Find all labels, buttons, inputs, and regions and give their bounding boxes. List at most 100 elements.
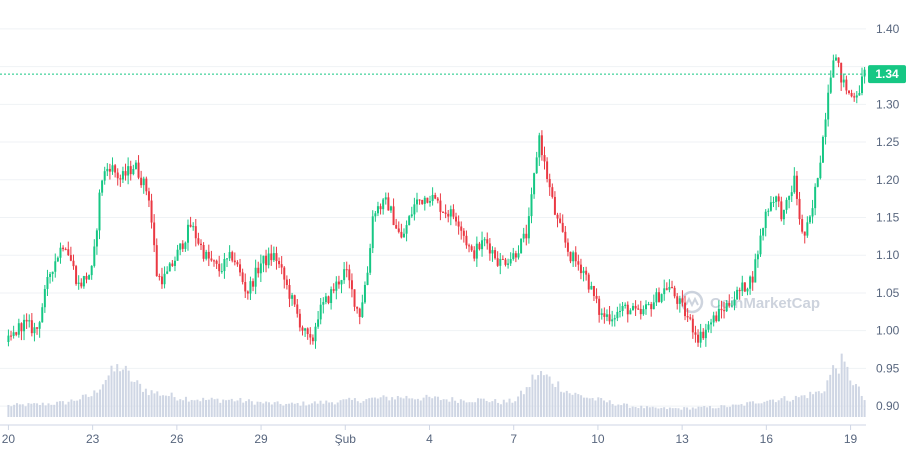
candle-body [587,274,590,290]
candle-body [17,323,20,335]
volume-bar [534,379,537,417]
volume-bar [771,399,774,417]
volume-bar [127,370,130,417]
candle-body [751,276,754,283]
volume-bar [497,402,500,417]
volume-bar [657,408,660,417]
candle-body [397,228,400,232]
watermark: CoinMarketCap [680,290,820,314]
candle-body [611,319,614,322]
volume-bar [688,409,691,417]
candle-body [769,202,772,211]
candle-body [624,304,627,306]
volume-bar [293,403,296,417]
volume-bar [279,403,282,417]
volume-bar [528,387,531,417]
volume-bar [823,391,826,417]
candle-body [652,302,655,310]
candle-body [608,314,611,322]
volume-bar [611,404,614,417]
volume-bar [376,398,379,417]
candle-body [77,282,80,284]
candle-body [301,327,304,331]
volume-bar [840,353,843,417]
candle-body [642,309,645,315]
candle-body [860,76,863,94]
candle-body [801,219,804,232]
volume-bar [499,404,502,417]
volume-bar [414,399,417,417]
candle-body [127,166,130,176]
candle-body [387,197,390,211]
candle-body [808,216,811,223]
volume-bar [56,401,59,417]
candle-body [421,199,424,204]
candle-body [855,95,858,98]
candle-body [205,251,208,259]
candle-body [41,307,44,323]
volume-bar [290,402,293,417]
candle-body [853,96,856,98]
candle-body [7,335,10,342]
candle-body [566,242,569,252]
candle-body [38,322,41,329]
price-candles [7,54,866,349]
candle-body [806,222,809,236]
candle-body [192,226,195,228]
candle-body [132,169,135,175]
volume-bar [726,407,729,417]
x-tick-label: 13 [675,432,689,446]
candle-body [90,265,93,276]
volume-bar [434,396,437,417]
candle-body [426,197,429,203]
candle-body [371,216,374,249]
candle-body [618,311,621,313]
x-tick-label: 29 [254,432,268,446]
volume-bar [322,403,325,417]
candle-body [504,259,507,265]
volume-bar [93,390,96,417]
candle-body [468,245,471,247]
candle-body [449,209,452,217]
candle-body [166,271,169,274]
candle-body [304,328,307,331]
candle-body [634,305,637,309]
volume-bar [711,408,714,417]
candle-body [655,292,658,303]
volume-bar [451,397,454,417]
y-tick-label: 1.30 [876,97,900,111]
candle-body [842,79,845,83]
volume-bar [239,397,242,417]
volume-bar [814,391,817,417]
volume-bar [142,391,145,417]
candle-body [202,245,205,259]
volume-bar [411,398,414,417]
candle-body [442,211,445,213]
candle-body [28,320,31,322]
candle-body [423,197,426,204]
volume-bar [645,406,648,417]
candle-body [793,175,796,193]
x-tick-label: 20 [2,432,16,446]
candle-body [535,157,538,174]
volume-bar [310,403,313,417]
volume-bar [617,404,620,417]
candle-body [788,196,791,200]
candle-body [795,175,798,199]
candle-body [858,93,861,96]
candle-body [361,302,364,317]
candle-body [43,288,46,308]
volume-bar [588,398,591,417]
candle-body [710,322,713,325]
candle-body [626,304,629,315]
candle-body [486,239,489,244]
volume-bar [81,394,84,417]
candle-body [697,334,700,343]
candle-body [314,326,317,342]
candle-body [863,69,866,77]
volume-bar [47,403,50,417]
volume-bar [660,407,663,417]
volume-bar [651,406,654,417]
y-tick-label: 1.20 [876,173,900,187]
candle-body [296,304,299,314]
